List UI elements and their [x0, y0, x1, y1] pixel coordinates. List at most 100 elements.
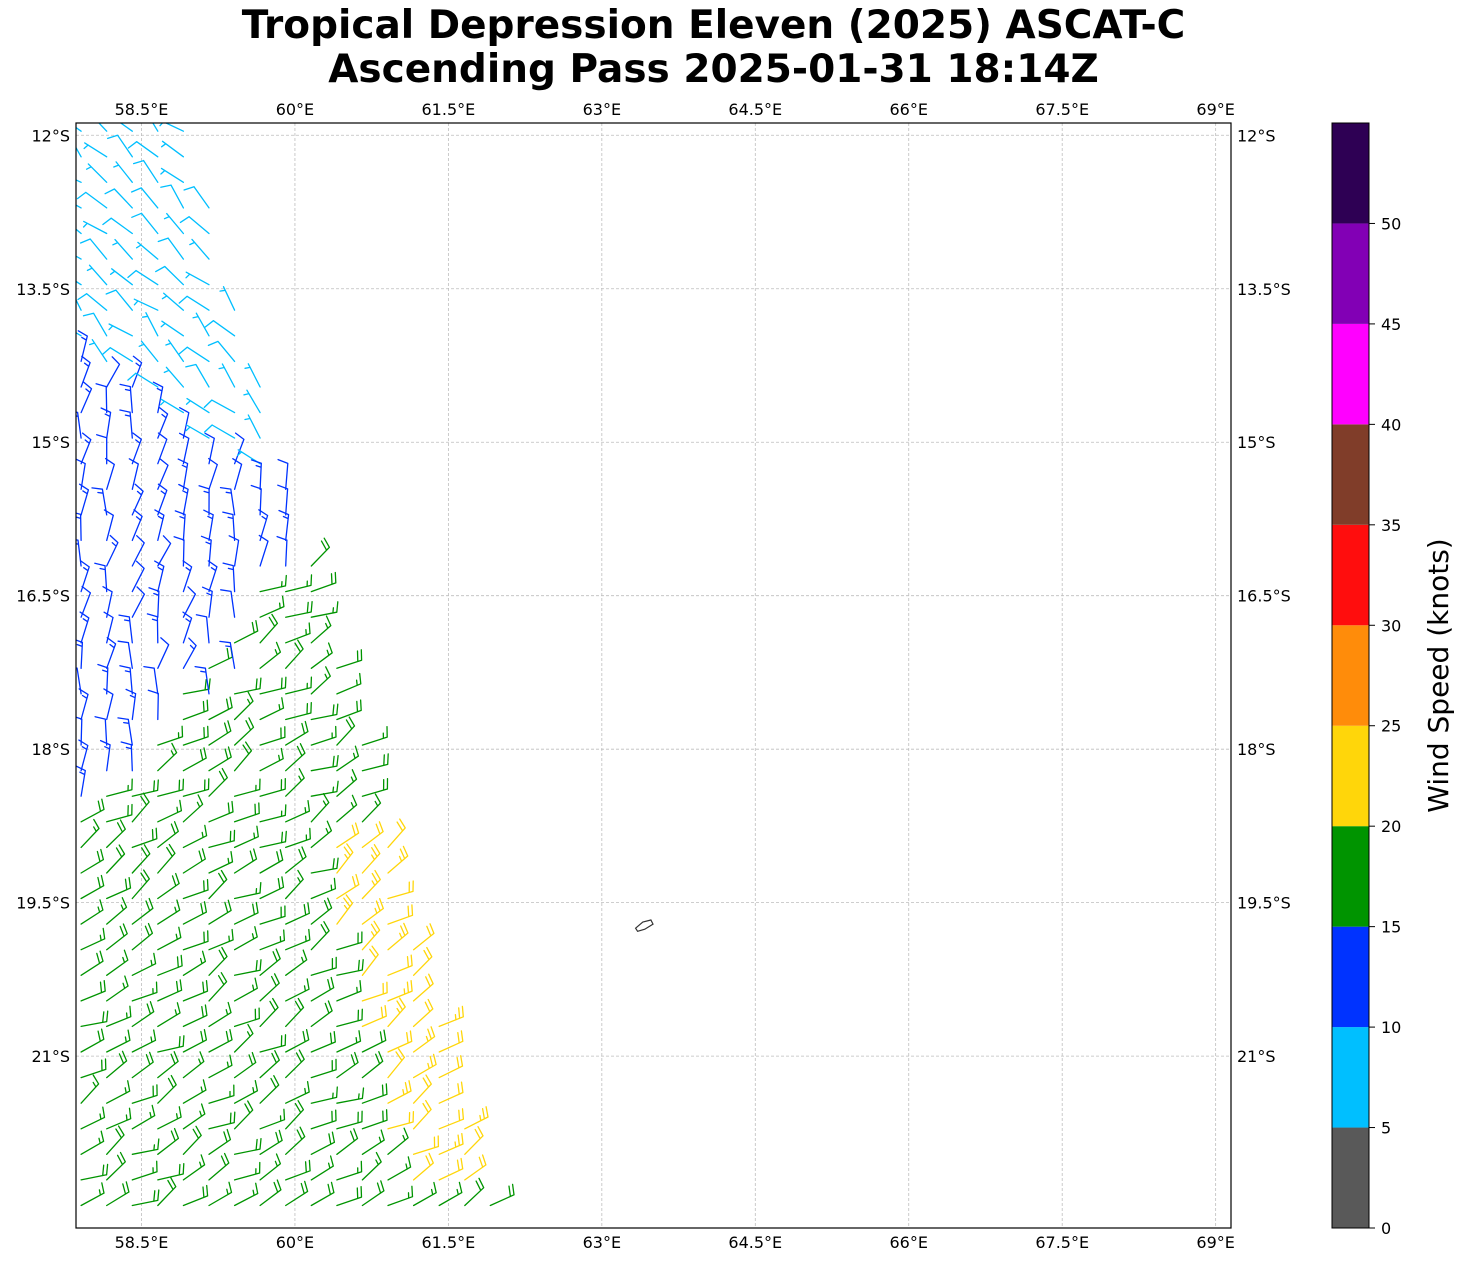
- wind-barb: [182, 1079, 207, 1104]
- wind-barb: [208, 1181, 233, 1207]
- wind-barb: [222, 511, 236, 542]
- colorbar-segment-6: [1332, 524, 1369, 626]
- map-title-line1: Tropical Depression Eleven (2025) ASCAT-…: [241, 3, 1186, 48]
- wind-barb: [259, 905, 286, 925]
- wind-barb: [177, 458, 189, 490]
- wind-barb: [233, 1182, 259, 1207]
- wind-barb: [285, 600, 313, 618]
- wind-barb: [157, 1074, 177, 1104]
- wind-barb: [387, 1080, 412, 1104]
- lon-tick-label-bottom-7: 69°E: [1196, 1233, 1234, 1252]
- wind-barb: [147, 689, 159, 721]
- wind-barb: [259, 849, 284, 874]
- wind-barb: [106, 778, 133, 797]
- lon-tick-label-bottom-2: 61.5°E: [422, 1233, 476, 1252]
- wind-barb: [178, 295, 210, 311]
- wind-barb: [143, 665, 159, 695]
- wind-barb: [182, 725, 209, 746]
- wind-barb: [131, 1189, 160, 1207]
- wind-barb: [259, 1129, 283, 1155]
- wind-barb: [182, 1184, 209, 1207]
- wind-barb: [207, 340, 236, 363]
- wind-barb: [112, 238, 133, 260]
- wind-barb: [438, 1108, 465, 1130]
- wind-barb: [155, 265, 185, 286]
- wind-barb: [361, 869, 381, 900]
- wind-barb: [310, 1086, 338, 1104]
- wind-barb: [131, 1104, 156, 1130]
- wind-barb: [182, 1103, 206, 1130]
- wind-barb: [109, 268, 133, 286]
- wind-barb: [76, 179, 82, 183]
- colorbar-segment-4: [1332, 725, 1369, 827]
- wind-barb: [412, 1152, 434, 1181]
- wind-barb: [203, 399, 236, 414]
- wind-barb: [86, 264, 108, 286]
- wind-barb: [101, 347, 133, 363]
- wind-barb: [259, 948, 281, 976]
- wind-barb: [157, 1002, 181, 1028]
- wind-barb: [219, 640, 236, 669]
- wind-barb: [106, 1151, 126, 1181]
- wind-barb: [131, 212, 159, 235]
- wind-barb: [233, 1100, 254, 1130]
- wind-barb: [285, 1159, 311, 1181]
- colorbar-segment-9: [1332, 223, 1369, 324]
- wind-barb: [163, 212, 185, 235]
- wind-barb: [146, 613, 159, 644]
- wind-barb: [182, 560, 193, 593]
- wind-barb: [182, 1004, 208, 1028]
- wind-barb: [182, 794, 204, 823]
- wind-barb: [208, 767, 228, 797]
- wind-barb: [174, 510, 186, 542]
- wind-barb: [80, 1028, 105, 1053]
- wind-barb: [82, 220, 108, 235]
- wind-barbs: [76, 123, 515, 1207]
- wind-barb: [285, 1049, 305, 1079]
- wind-barb: [76, 255, 82, 260]
- wind-barb: [208, 829, 236, 849]
- wind-barb: [387, 904, 414, 925]
- wind-barb: [464, 1177, 485, 1207]
- wind-barb: [285, 639, 304, 669]
- wind-barb: [361, 1180, 385, 1207]
- wind-barb: [78, 739, 89, 772]
- wind-barb: [336, 1186, 363, 1207]
- wind-barb: [76, 280, 82, 286]
- wind-barb: [387, 1048, 406, 1079]
- colorbar-tick-label-10: 50: [1381, 214, 1401, 233]
- wind-barb: [104, 188, 133, 209]
- map-title-line2: Ascending Pass 2025-01-31 18:14Z: [328, 47, 1099, 92]
- wind-barb: [80, 950, 104, 976]
- wind-barb: [157, 926, 182, 951]
- wind-barb: [157, 799, 183, 823]
- wind-barb: [131, 483, 144, 516]
- wind-barb: [259, 1153, 282, 1181]
- wind-barb: [80, 1182, 105, 1207]
- wind-barb: [277, 458, 289, 490]
- colorbar-tick-label-5: 25: [1381, 717, 1401, 736]
- wind-barb: [208, 746, 232, 772]
- colorbar-tick-label-2: 10: [1381, 1018, 1401, 1037]
- wind-barb: [178, 346, 210, 363]
- wind-barb: [233, 977, 258, 1002]
- wind-barb: [80, 874, 105, 900]
- wind-barb: [131, 535, 145, 567]
- wind-barb: [336, 822, 360, 849]
- wind-barb: [76, 126, 82, 132]
- wind-barb: [131, 869, 150, 900]
- wind-barb: [78, 688, 89, 721]
- wind-barb: [94, 562, 108, 593]
- wind-barb: [277, 484, 289, 516]
- wind-barb: [438, 1132, 464, 1155]
- wind-barb: [192, 312, 210, 337]
- wind-barb: [157, 1162, 185, 1181]
- wind-barb: [120, 741, 133, 772]
- island-outline: [634, 919, 654, 933]
- wind-barb: [259, 1050, 280, 1079]
- wind-barb: [285, 574, 313, 593]
- wind-barb: [138, 340, 159, 363]
- wind-barb: [80, 818, 100, 849]
- wind-barb: [182, 980, 209, 1002]
- wind-barb: [157, 979, 183, 1002]
